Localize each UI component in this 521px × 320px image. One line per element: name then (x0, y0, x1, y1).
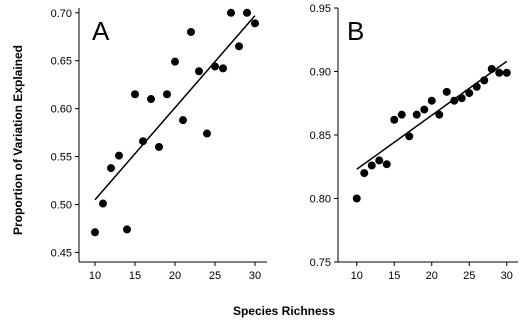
panel-a-data-point (155, 142, 163, 151)
panel-a-y-tick-label: 0.45 (51, 247, 72, 259)
panel-b-data-point (487, 64, 496, 73)
panel-a-data-point (211, 62, 219, 71)
panel-b-data-point (367, 161, 376, 170)
y-axis-title: Proportion of Variation Explained (11, 45, 25, 235)
panel-a-data-point (123, 225, 131, 234)
panel-a-y-tick-label: 0.60 (51, 104, 72, 116)
panel-a-data-point (203, 129, 211, 138)
panel-b-data-point (472, 82, 481, 91)
panel-a-data-point (147, 95, 155, 104)
panel-a-data-point (139, 137, 147, 146)
panel-b-data-point (465, 89, 474, 98)
panel-b-y-tick-label: 0.80 (310, 194, 331, 206)
panel-b-data-point (420, 105, 429, 114)
panel-b-data-point (427, 96, 436, 105)
panel-a-x-tick-label: 25 (209, 270, 221, 282)
panel-a-y-tick-label: 0.65 (51, 56, 72, 68)
panel-a-data-point (115, 151, 123, 160)
panel-b-data-point (382, 160, 391, 169)
panel-b-x-tick-label: 15 (388, 270, 400, 282)
panel-a-data-point (187, 27, 195, 36)
panel-b-data-point (352, 194, 361, 203)
panel-b-y-tick-label: 0.90 (310, 67, 331, 79)
panel-b-x-tick-label: 25 (463, 270, 475, 282)
panel-a-y-tick-label: 0.50 (51, 199, 72, 211)
panel-a-data-point (99, 199, 107, 208)
panel-b-data-point (450, 96, 459, 105)
panel-a-data-point (107, 164, 115, 173)
x-axis-title: Species Richness (233, 304, 335, 318)
panel-a-data-point (227, 8, 235, 17)
panel-a-x-tick-label: 10 (89, 270, 101, 282)
panel-a-data-point (163, 90, 171, 99)
panel-a-data-point (195, 67, 203, 76)
panel-a-x-tick-label: 15 (129, 270, 141, 282)
panel-a-data-point (179, 116, 187, 125)
panel-b-label: B (347, 16, 364, 46)
panel-b-x-tick-label: 10 (351, 270, 363, 282)
panel-b-data-point (502, 68, 511, 77)
panel-b-data-point (495, 68, 504, 77)
panel-b-data-point (405, 132, 414, 141)
panel-b-y-tick-label: 0.85 (310, 130, 331, 142)
panel-a-data-point (219, 64, 227, 73)
panel-a-data-point (131, 90, 139, 99)
panel-a-label: A (92, 16, 110, 46)
panel-b-data-point (375, 156, 384, 165)
panel-b-data-point (457, 94, 466, 103)
panel-b-x-tick-label: 30 (501, 270, 513, 282)
panel-a-data-point (91, 228, 99, 237)
panel-a-data-point (243, 8, 251, 17)
panel-a-x-tick-label: 30 (249, 270, 261, 282)
panel-b-data-point (397, 110, 406, 119)
panel-a-data-point (251, 19, 259, 28)
panel-a-data-point (171, 57, 179, 66)
panel-b-data-point (390, 115, 399, 124)
panel-a-data-point (235, 42, 243, 51)
panel-b-y-tick-label: 0.75 (310, 257, 331, 269)
panel-b-data-point (360, 169, 369, 178)
panel-b: B 0.75 0.80 0.85 0.90 0.95 10 15 20 25 30 (310, 3, 518, 282)
panel-b-data-point (435, 110, 444, 119)
panel-a-y-tick-label: 0.70 (51, 8, 72, 20)
panel-b-data-point (442, 87, 451, 96)
panel-b-data-point (480, 76, 489, 85)
panel-a-trend-line (94, 15, 256, 201)
panel-a: A 0.45 0.50 0.55 0.60 0.65 0.70 10 15 20 25 30 (51, 8, 267, 282)
panel-a-y-tick-label: 0.55 (51, 152, 72, 164)
panel-a-x-tick-label: 20 (169, 270, 181, 282)
panel-b-y-tick-label: 0.95 (310, 3, 331, 15)
panel-b-x-tick-label: 20 (426, 270, 438, 282)
panel-b-data-point (412, 110, 421, 119)
